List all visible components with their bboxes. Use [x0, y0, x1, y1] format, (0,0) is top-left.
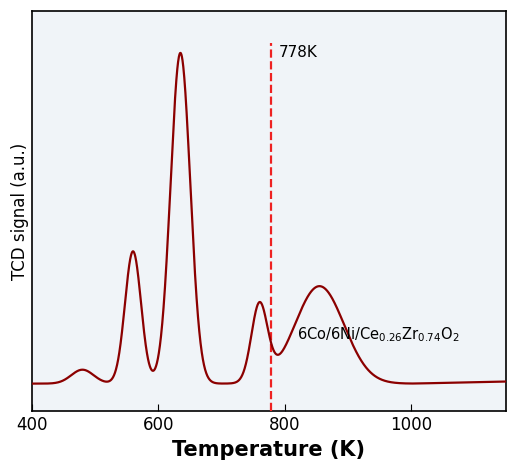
Text: 778K: 778K: [278, 45, 317, 60]
Text: $\mathregular{6Co/6Ni/Ce_{0.26}Zr_{0.74}O_2}$: $\mathregular{6Co/6Ni/Ce_{0.26}Zr_{0.74}…: [297, 325, 460, 344]
X-axis label: Temperature (K): Temperature (K): [172, 440, 366, 460]
Y-axis label: TCD signal (a.u.): TCD signal (a.u.): [11, 143, 29, 280]
